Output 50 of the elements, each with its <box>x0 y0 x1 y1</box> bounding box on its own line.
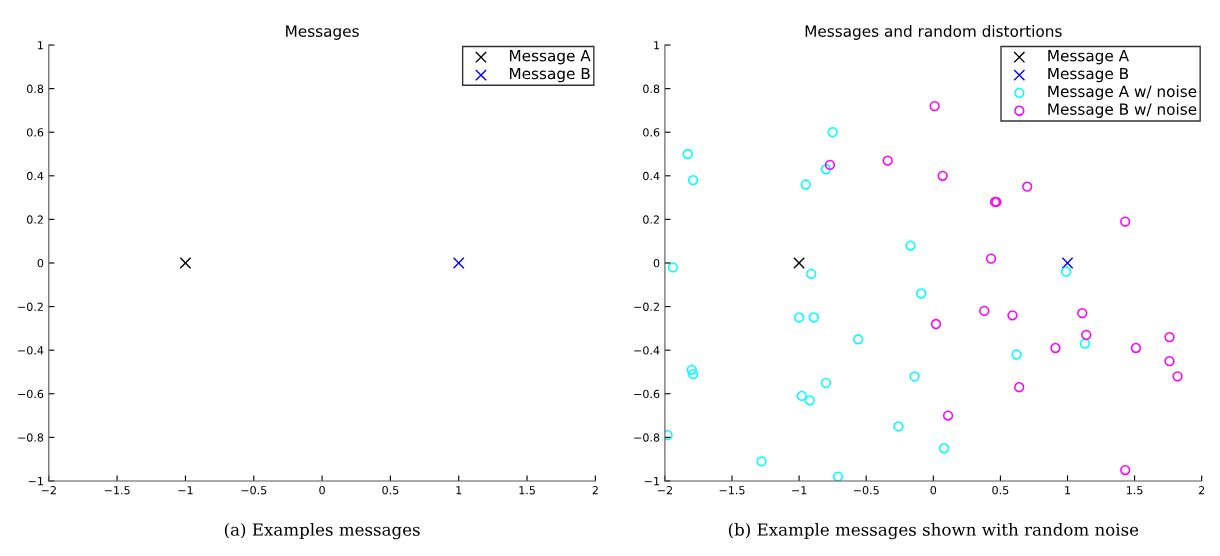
x-tick-label: −2 <box>657 486 672 495</box>
legend-label: Message A <box>509 50 591 65</box>
y-tick-label: 0.6 <box>643 128 660 137</box>
y-tick-label: −1 <box>644 477 660 486</box>
y-tick-label: −0.8 <box>18 433 44 442</box>
y-tick-label: 1 <box>654 41 660 50</box>
y-tick-label: −1 <box>28 477 43 486</box>
text: (b) Example messages shown with random noise <box>728 522 1139 540</box>
x-tick-label: −0.5 <box>853 486 879 495</box>
chart-title: Messages <box>286 25 359 40</box>
y-tick-label: 1 <box>38 41 43 50</box>
legend-label: Message A <box>1048 50 1129 65</box>
y-tick-label: 0.6 <box>27 128 44 137</box>
x-tick-label: −1 <box>178 486 193 495</box>
x-tick-label: 1.5 <box>1126 486 1143 495</box>
x-tick-label: 2 <box>592 486 598 495</box>
x-tick-label: −1.5 <box>719 486 745 495</box>
x-tick-label: 0.5 <box>992 486 1009 495</box>
x-tick-label: −1 <box>792 486 807 495</box>
x-tick-label: 1.5 <box>519 486 535 495</box>
text: (a) Examples messages <box>224 522 420 540</box>
x-tick-label: 2 <box>1198 486 1205 495</box>
y-tick-label: 0 <box>37 258 44 268</box>
x-tick-label: −0.5 <box>241 486 267 495</box>
y-tick-label: 0.8 <box>643 84 660 94</box>
y-tick-label: −0.4 <box>634 346 660 355</box>
y-tick-label: 0.4 <box>27 171 44 181</box>
y-tick-label: −0.2 <box>18 302 43 311</box>
y-tick-label: 0.4 <box>643 171 660 181</box>
x-tick-label: −1.5 <box>104 486 130 495</box>
y-tick-label: −0.4 <box>18 346 44 355</box>
legend-label: Message B <box>509 67 590 83</box>
y-tick-label: −0.8 <box>634 433 660 442</box>
y-tick-label: −0.6 <box>634 389 660 399</box>
legend-label: Message B <box>1048 67 1129 83</box>
y-tick-label: 0 <box>653 258 660 268</box>
x-tick-label: 1 <box>456 486 462 495</box>
x-tick-label: −2 <box>41 486 56 495</box>
chart-title: Messages and random distortions <box>805 25 1062 40</box>
x-tick-label: 0.5 <box>382 486 399 495</box>
y-tick-label: 0.2 <box>643 215 659 224</box>
legend-label: Message B w/ noise <box>1048 103 1197 118</box>
x-tick-label: 0 <box>319 486 325 495</box>
y-tick-label: −0.6 <box>18 389 44 399</box>
y-tick-label: 0.8 <box>27 84 44 94</box>
y-tick-label: 0.2 <box>27 215 43 224</box>
y-tick-label: −0.2 <box>634 302 659 311</box>
x-tick-label: 1 <box>1065 486 1071 495</box>
legend-label: Message A w/ noise <box>1048 85 1197 101</box>
x-tick-label: 0 <box>930 486 937 495</box>
